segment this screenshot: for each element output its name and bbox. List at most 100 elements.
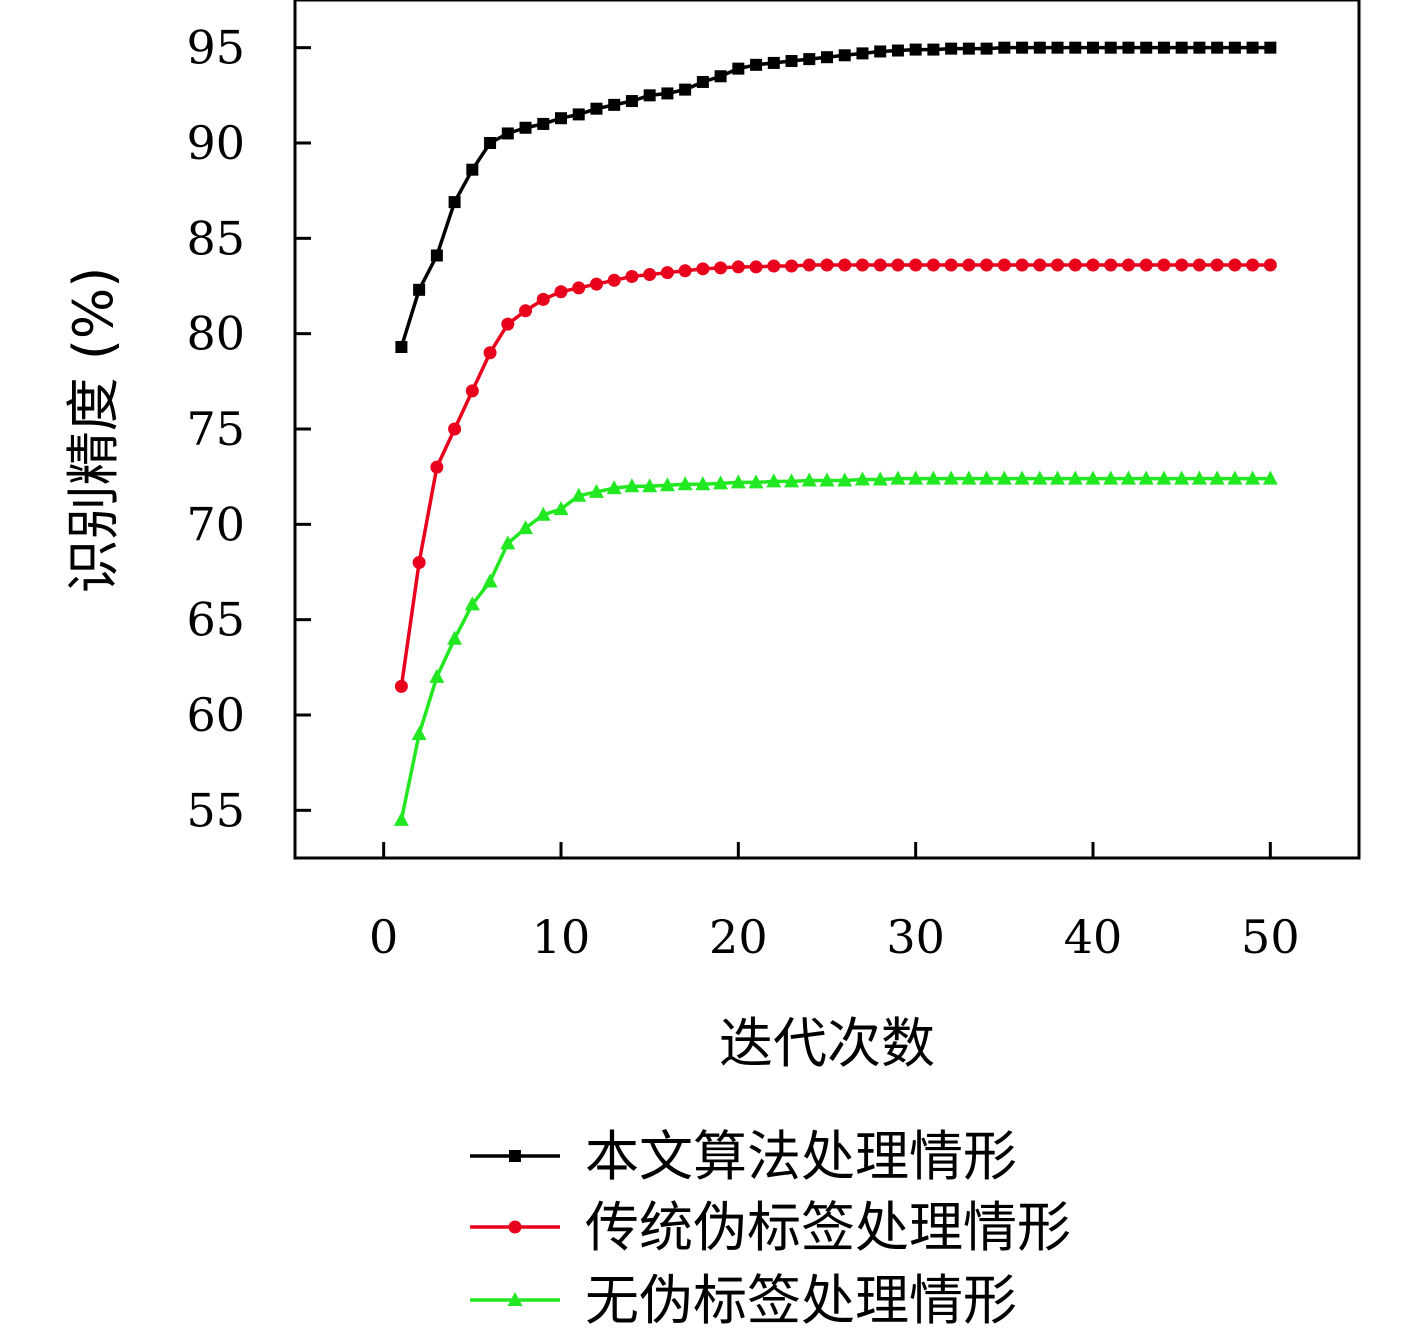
series-line [399, 45, 1271, 348]
data-point [838, 49, 851, 62]
data-point [749, 260, 763, 274]
data-point [411, 726, 427, 741]
data-point [1156, 470, 1172, 485]
data-point [943, 470, 959, 485]
data-point [890, 470, 906, 485]
data-point [1104, 258, 1118, 272]
data-point [589, 277, 603, 291]
data-point [1138, 470, 1154, 485]
data-point [608, 98, 621, 111]
data-point [979, 470, 995, 485]
data-point [909, 43, 922, 56]
y-tick-label: 70 [186, 497, 245, 551]
data-point [1211, 41, 1224, 54]
legend-marker [507, 1292, 523, 1306]
data-point [448, 196, 461, 209]
data-point [643, 89, 656, 102]
data-point [1121, 258, 1135, 272]
y-tick-label: 65 [186, 593, 245, 647]
data-point [624, 478, 640, 493]
data-point [607, 273, 621, 287]
series-layer [393, 41, 1278, 826]
data-point [785, 55, 798, 68]
y-axis-title: 识别精度 (%) [62, 267, 125, 594]
data-point [1085, 470, 1101, 485]
series-2 [394, 258, 1277, 693]
data-point [413, 283, 426, 296]
data-point [713, 475, 729, 490]
data-point [1209, 470, 1225, 485]
data-point [430, 460, 444, 474]
data-point [1015, 258, 1029, 272]
data-point [1175, 41, 1188, 54]
data-point [1191, 470, 1207, 485]
x-axis: 0 10 20 30 40 50 [369, 842, 1300, 964]
data-point [1263, 258, 1277, 272]
data-point [393, 811, 409, 826]
data-point [730, 474, 746, 489]
data-point [1104, 41, 1117, 54]
series-line [399, 263, 1271, 687]
data-point [732, 62, 745, 75]
y-tick-label: 60 [186, 688, 245, 742]
series-3 [393, 470, 1278, 826]
data-point [891, 44, 904, 57]
data-point [927, 43, 940, 56]
data-point [784, 473, 800, 488]
data-point [1245, 470, 1261, 485]
data-point [430, 249, 443, 262]
data-point [677, 476, 693, 491]
data-point [482, 573, 498, 588]
y-axis: 55 60 65 70 75 80 85 90 95 [186, 21, 311, 837]
data-point [837, 472, 853, 487]
legend-marker [509, 1150, 521, 1162]
data-point [1157, 258, 1171, 272]
data-point [519, 304, 533, 318]
data-point [661, 87, 674, 100]
data-point [501, 317, 515, 331]
data-point [659, 477, 675, 492]
data-point [767, 259, 781, 273]
data-point [394, 679, 408, 693]
data-point [695, 476, 711, 491]
data-point [998, 41, 1011, 54]
data-point [854, 471, 870, 486]
data-point [1051, 258, 1065, 272]
data-point [821, 51, 833, 64]
data-point [483, 346, 497, 360]
data-point [590, 102, 603, 115]
data-point [1228, 41, 1241, 54]
data-point [625, 269, 639, 283]
data-point [466, 163, 479, 176]
x-tick-label: 20 [709, 910, 768, 964]
data-point [714, 261, 728, 275]
data-point [1068, 258, 1082, 272]
data-point [535, 506, 551, 521]
data-point [962, 42, 975, 55]
data-point [1122, 41, 1135, 54]
legend-item: 无伪标签处理情形 [470, 1269, 1017, 1332]
data-point [1051, 41, 1064, 54]
data-point [696, 75, 709, 88]
data-point [412, 555, 426, 569]
x-tick-label: 30 [886, 910, 945, 964]
data-point [1175, 258, 1189, 272]
data-point [606, 480, 622, 495]
data-point [537, 117, 550, 130]
data-point [1210, 258, 1224, 272]
data-point [1067, 470, 1083, 485]
data-point [555, 112, 567, 125]
data-point [801, 472, 817, 487]
data-point [518, 520, 534, 535]
data-point [696, 262, 710, 276]
y-tick-label: 95 [186, 21, 245, 75]
data-point [395, 341, 408, 354]
data-point [1228, 258, 1242, 272]
data-point [767, 56, 780, 69]
data-point [1192, 258, 1206, 272]
data-point [714, 70, 727, 83]
data-point [588, 483, 604, 498]
x-tick-label: 40 [1064, 910, 1123, 964]
